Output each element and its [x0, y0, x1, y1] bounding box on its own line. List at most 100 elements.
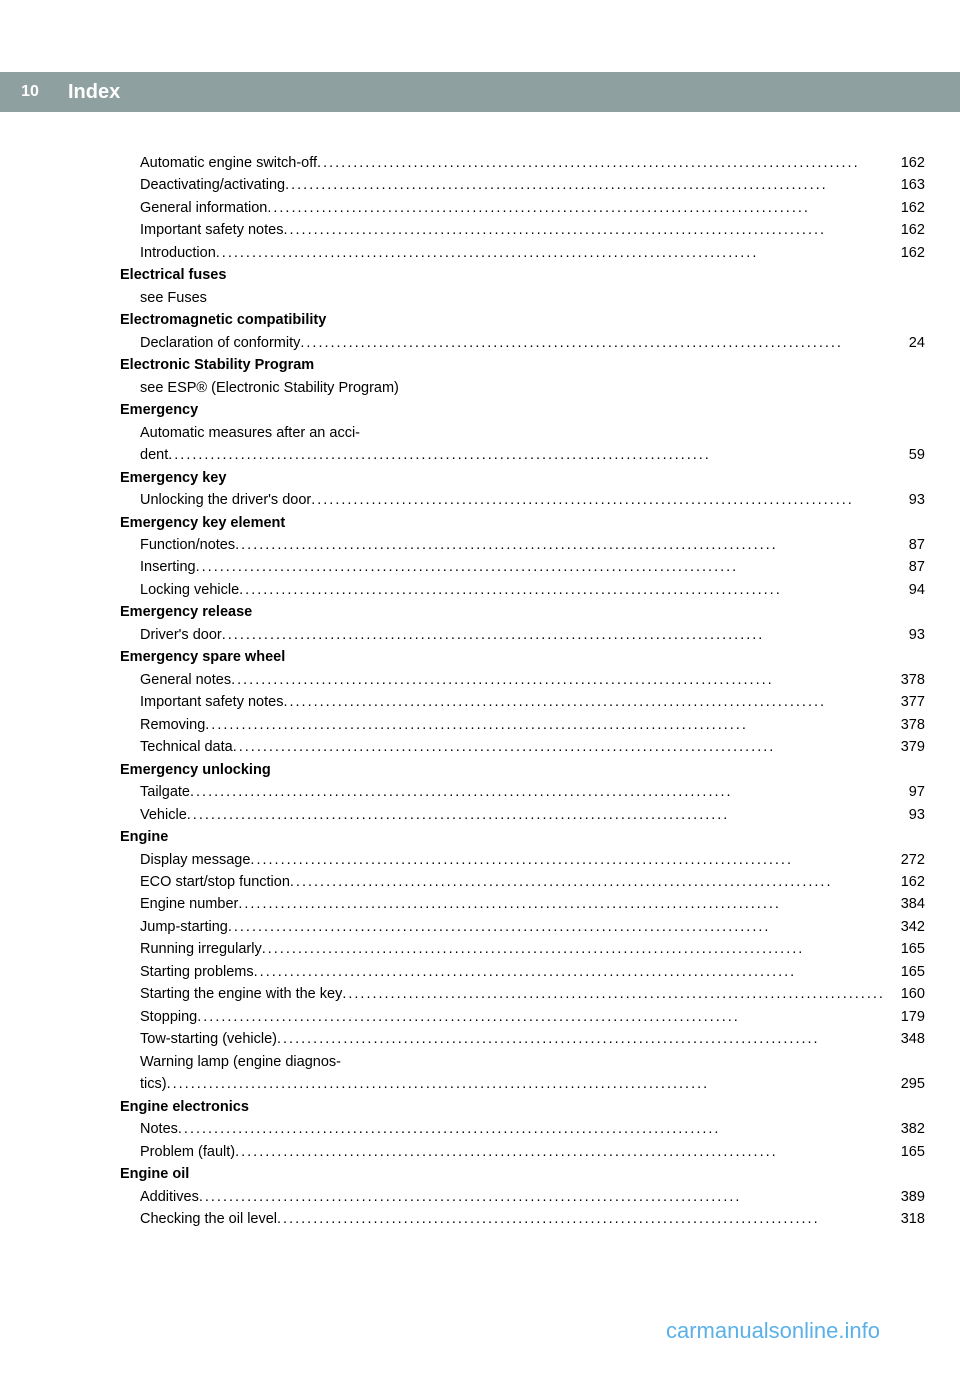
index-page: 318	[885, 1208, 925, 1230]
leader-dots	[238, 893, 885, 915]
index-label: Engine oil	[120, 1163, 189, 1185]
index-label: Removing	[140, 714, 205, 736]
leader-dots	[228, 916, 885, 938]
leader-dots	[283, 691, 884, 713]
index-label: Engine number	[140, 893, 238, 915]
leader-dots	[199, 1186, 885, 1208]
page-header: 10 Index	[0, 72, 960, 112]
index-label: Problem (fault)	[140, 1141, 235, 1163]
index-label: Automatic engine switch-off	[140, 152, 317, 174]
index-label: Checking the oil level	[140, 1208, 277, 1230]
index-label: Engine	[120, 826, 168, 848]
index-label: Electrical fuses	[120, 264, 226, 286]
index-label: Unlocking the driver's door	[140, 489, 311, 511]
leader-dots	[222, 624, 885, 646]
index-label: Important safety notes	[140, 219, 283, 241]
index-page: 165	[885, 1141, 925, 1163]
index-label: see ESP® (Electronic Stability Program)	[140, 377, 399, 399]
index-label: Tow-starting (vehicle)	[140, 1028, 277, 1050]
index-page: 93	[885, 489, 925, 511]
index-page: 179	[885, 1006, 925, 1028]
index-page: 94	[885, 579, 925, 601]
index-entry: Automatic measures after an acci-	[120, 422, 925, 444]
index-entry: dent 59	[120, 444, 925, 466]
index-label: tics)	[140, 1073, 167, 1095]
index-entry: Engine number 384	[120, 893, 925, 915]
index-label: Emergency key	[120, 467, 226, 489]
index-entry: Emergency	[120, 399, 925, 421]
leader-dots	[235, 1141, 885, 1163]
leader-dots	[190, 781, 885, 803]
index-entry: Emergency unlocking	[120, 759, 925, 781]
leader-dots	[342, 983, 885, 1005]
index-page: 377	[885, 691, 925, 713]
index-label: Emergency	[120, 399, 198, 421]
index-page: 342	[885, 916, 925, 938]
index-label: Declaration of conformity	[140, 332, 300, 354]
index-entry: Automatic engine switch-off 162	[120, 152, 925, 174]
index-page: 379	[885, 736, 925, 758]
leader-dots	[233, 736, 885, 758]
index-entry: Electronic Stability Program	[120, 354, 925, 376]
index-entry: Technical data 379	[120, 736, 925, 758]
index-label: Important safety notes	[140, 691, 283, 713]
index-entry: Emergency release	[120, 601, 925, 623]
index-page: 87	[885, 556, 925, 578]
index-entry: Removing 378	[120, 714, 925, 736]
index-label: dent	[140, 444, 168, 466]
index-entry: Declaration of conformity 24	[120, 332, 925, 354]
index-page: 348	[885, 1028, 925, 1050]
index-entry: Engine oil	[120, 1163, 925, 1185]
index-label: Stopping	[140, 1006, 197, 1028]
index-entry: Emergency key element	[120, 512, 925, 534]
index-entry: General information 162	[120, 197, 925, 219]
index-entry: Important safety notes 377	[120, 691, 925, 713]
index-label: Notes	[140, 1118, 178, 1140]
leader-dots	[187, 804, 885, 826]
index-page: 24	[885, 332, 925, 354]
index-label: Introduction	[140, 242, 216, 264]
index-entry: Running irregularly 165	[120, 938, 925, 960]
index-label: General information	[140, 197, 267, 219]
index-label: Emergency unlocking	[120, 759, 271, 781]
index-label: Tailgate	[140, 781, 190, 803]
index-entry: Checking the oil level 318	[120, 1208, 925, 1230]
index-entry: Notes 382	[120, 1118, 925, 1140]
leader-dots	[197, 1006, 885, 1028]
index-page: 382	[885, 1118, 925, 1140]
index-entry: Engine	[120, 826, 925, 848]
index-label: Deactivating/activating	[140, 174, 285, 196]
index-label: Driver's door	[140, 624, 222, 646]
index-entry: Engine electronics	[120, 1096, 925, 1118]
index-page: 162	[885, 197, 925, 219]
leader-dots	[300, 332, 885, 354]
index-page: 165	[885, 938, 925, 960]
index-page: 378	[885, 714, 925, 736]
leader-dots	[196, 556, 885, 578]
leader-dots	[277, 1028, 885, 1050]
index-page: 97	[885, 781, 925, 803]
index-label: Additives	[140, 1186, 199, 1208]
index-label: see Fuses	[140, 287, 207, 309]
index-entry: Unlocking the driver's door 93	[120, 489, 925, 511]
index-page: 93	[885, 804, 925, 826]
leader-dots	[311, 489, 885, 511]
leader-dots	[216, 242, 885, 264]
index-label: Starting the engine with the key	[140, 983, 342, 1005]
index-label: Electronic Stability Program	[120, 354, 314, 376]
index-entry: Tailgate 97	[120, 781, 925, 803]
index-entry: Emergency key	[120, 467, 925, 489]
leader-dots	[267, 197, 885, 219]
index-label: Running irregularly	[140, 938, 262, 960]
index-label: Function/notes	[140, 534, 235, 556]
index-entry: see ESP® (Electronic Stability Program)	[120, 377, 925, 399]
index-label: Starting problems	[140, 961, 254, 983]
index-entry: Function/notes 87	[120, 534, 925, 556]
index-label: Display message	[140, 849, 250, 871]
index-page: 389	[885, 1186, 925, 1208]
index-label: Engine electronics	[120, 1096, 249, 1118]
left-column: Automatic engine switch-off 162Deactivat…	[120, 152, 925, 1231]
page-number: 10	[21, 83, 39, 101]
index-label: Warning lamp (engine diagnos-	[140, 1051, 341, 1073]
leader-dots	[239, 579, 885, 601]
